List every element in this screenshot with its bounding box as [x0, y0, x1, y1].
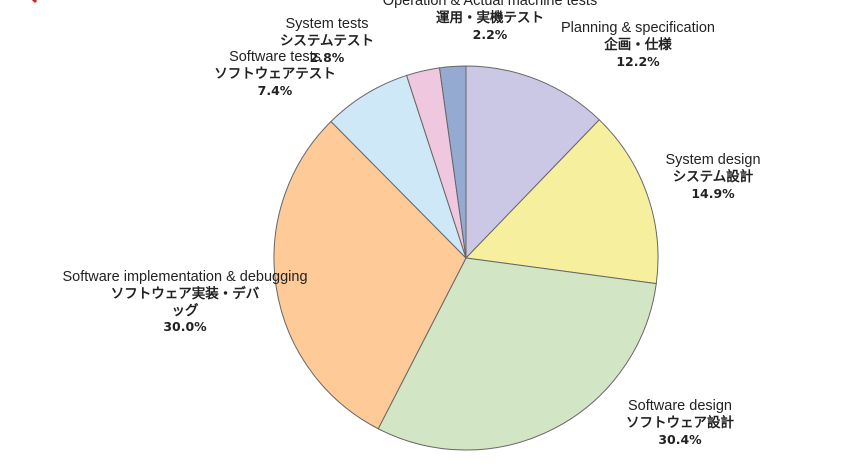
slice-label: Operation & Actual machine tests 運用・実機テスト…	[340, 0, 640, 42]
slice-label-percent: 30.0%	[163, 318, 207, 334]
pie-slice	[438, 65, 467, 259]
slice-label-en: System tests	[285, 16, 369, 32]
slice-label-jp: 運用・実機テスト	[436, 10, 544, 27]
slice-label-percent: 14.9%	[691, 185, 735, 201]
pie-slice	[465, 65, 600, 260]
pie-slice	[377, 257, 657, 451]
slice-label: System design システム設計 14.9%	[648, 152, 778, 201]
slice-label: Software design ソフトウェア設計 30.4%	[600, 398, 760, 447]
slice-label: Planning & specification 企画・仕様 12.2%	[538, 20, 738, 69]
slice-label: Software implementation & debugging ソフトウェ…	[30, 269, 340, 334]
slice-label-percent: 2.2%	[472, 26, 508, 42]
slice-label-jp: 企画・仕様	[604, 37, 672, 54]
slice-label-jp: システム設計	[672, 169, 754, 186]
slice-label-jp: ソフトウェア実装・デバッグ	[110, 286, 260, 319]
slice-label-percent: 30.4%	[658, 431, 702, 447]
slice-label-percent: 7.4%	[257, 82, 293, 98]
slice-label-en: Software tests	[229, 49, 321, 65]
slice-label-en: Planning & specification	[561, 20, 715, 36]
slice-label-jp: システムテスト	[279, 33, 375, 50]
slice-label-en: System design	[665, 152, 761, 168]
slice-label-percent: 2.8%	[309, 49, 345, 65]
pie-slice	[464, 119, 659, 285]
slice-label-en: Software implementation & debugging	[62, 269, 308, 285]
slice-label-jp: ソフトウェア設計	[626, 415, 734, 432]
slice-label: System tests システムテスト 2.8%	[222, 16, 432, 65]
slice-label-en: Operation & Actual machine tests	[382, 0, 598, 9]
slice-label-en: Software design	[628, 398, 732, 414]
slice-label-jp: ソフトウェアテスト	[214, 66, 336, 83]
slice-label: Software tests ソフトウェアテスト 7.4%	[200, 49, 350, 98]
corner-mark-icon	[31, 0, 38, 4]
slice-label-percent: 12.2%	[616, 53, 660, 69]
pie-slice	[273, 120, 467, 430]
